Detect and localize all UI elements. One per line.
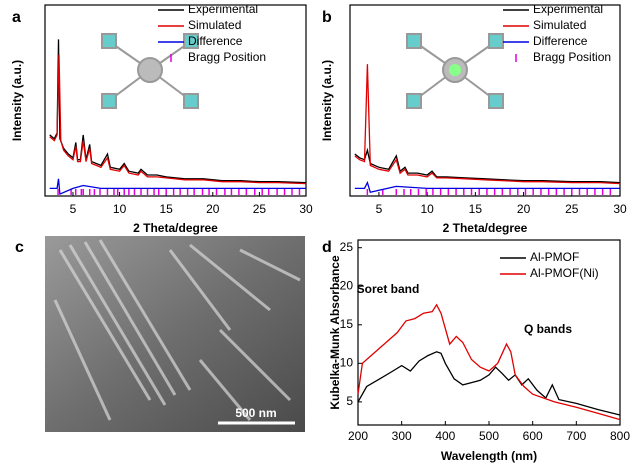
x-axis-label: 2 Theta/degree <box>133 221 218 235</box>
x-axis-label: Wavelength (nm) <box>441 449 537 463</box>
y-tick-label: 10 <box>340 356 354 370</box>
y-tick-label: 20 <box>340 278 354 292</box>
x-tick-label: 20 <box>517 202 531 216</box>
legend-label: Simulated <box>533 18 586 32</box>
panel-label: b <box>322 9 332 26</box>
x-tick-label: 200 <box>348 429 368 443</box>
x-tick-label: 15 <box>469 202 483 216</box>
legend-label: Al-PMOF(Ni) <box>530 266 599 280</box>
plot-frame <box>44 4 307 197</box>
molecule-sketch <box>101 33 504 109</box>
annotation: Q bands <box>524 322 572 336</box>
x-tick-label: 400 <box>435 429 455 443</box>
x-tick-label: 30 <box>613 202 627 216</box>
y-tick-label: 25 <box>340 240 354 254</box>
x-tick-label: 5 <box>70 202 77 216</box>
y-tick-label: 15 <box>340 317 354 331</box>
x-tick-label: 5 <box>376 202 383 216</box>
panel-label: c <box>15 239 24 256</box>
series-line <box>49 178 306 196</box>
legend-label: Bragg Position <box>533 50 611 64</box>
x-tick-label: 800 <box>610 429 630 443</box>
x-tick-label: 30 <box>299 202 313 216</box>
sem-image: 500 nm <box>45 236 305 432</box>
series-line <box>357 351 621 416</box>
x-tick-label: 300 <box>392 429 412 443</box>
x-tick-label: 500 <box>479 429 499 443</box>
panel-label: a <box>12 9 21 26</box>
plot-frame <box>349 4 621 197</box>
scale-bar-label: 500 nm <box>235 406 276 420</box>
x-tick-label: 25 <box>565 202 579 216</box>
sem-background <box>45 236 305 432</box>
series-line <box>49 54 307 185</box>
series-line <box>354 147 621 184</box>
x-tick-label: 10 <box>420 202 434 216</box>
legend-label: Difference <box>188 34 243 48</box>
y-tick-label: 5 <box>346 394 353 408</box>
series-line <box>357 303 621 421</box>
legend-label: Experimental <box>533 2 603 16</box>
sem-crystals <box>53 239 301 421</box>
series-line <box>354 180 620 193</box>
legend-label: Experimental <box>188 2 258 16</box>
legend-label: Bragg Position <box>188 50 266 64</box>
y-axis-label: Kubelka-Munk Absorbance <box>328 255 342 410</box>
x-tick-label: 20 <box>206 202 220 216</box>
x-tick-label: 700 <box>566 429 586 443</box>
legend-label: Difference <box>533 34 588 48</box>
y-axis-label: Intensity (a.u.) <box>320 60 334 141</box>
x-tick-label: 600 <box>523 429 543 443</box>
legend-label: Simulated <box>188 18 241 32</box>
annotation: Soret band <box>357 282 420 296</box>
x-tick-label: 10 <box>113 202 127 216</box>
x-tick-label: 25 <box>253 202 267 216</box>
y-axis-label: Intensity (a.u.) <box>10 60 24 141</box>
legend-label: Al-PMOF <box>530 250 579 264</box>
series-line <box>49 39 307 184</box>
x-axis-label: 2 Theta/degree <box>443 221 528 235</box>
series-line <box>354 64 621 185</box>
x-tick-label: 15 <box>159 202 173 216</box>
panel-label: d <box>322 239 332 256</box>
